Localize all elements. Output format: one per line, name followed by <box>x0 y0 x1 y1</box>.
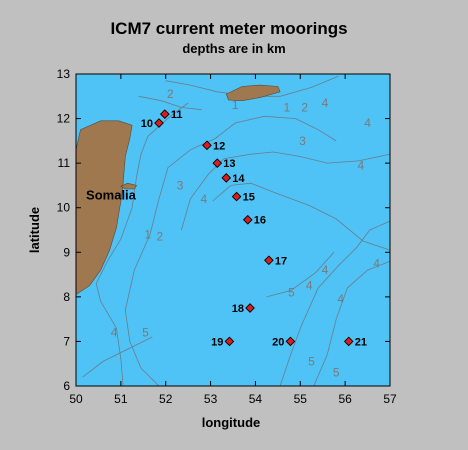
depth-label: 1 <box>144 227 151 241</box>
x-tick-label: 50 <box>69 392 83 406</box>
depth-label: 1 <box>232 98 239 112</box>
x-tick-label: 52 <box>159 392 173 406</box>
land-label-somalia: Somalia <box>86 188 137 203</box>
x-axis-label: longitude <box>202 415 261 430</box>
contour-line <box>279 220 391 387</box>
y-tick-label: 8 <box>63 290 70 304</box>
y-tick-label: 9 <box>63 245 70 259</box>
contour-line <box>266 252 335 298</box>
mooring-label: 17 <box>275 255 287 267</box>
land-socotra <box>225 84 281 102</box>
mooring-marker <box>285 336 296 347</box>
depth-label: 4 <box>322 96 329 110</box>
chart-subtitle: depths are in km <box>182 41 285 56</box>
mooring-marker <box>221 173 232 183</box>
mooring-label: 18 <box>232 303 244 315</box>
x-tick-label: 55 <box>294 392 308 406</box>
mooring-marker <box>242 214 253 225</box>
mooring-marker <box>231 191 242 202</box>
depth-label: 4 <box>373 256 380 270</box>
depth-label: 5 <box>288 285 295 299</box>
chart-title: ICM7 current meter moorings <box>110 19 347 38</box>
mooring-label: 14 <box>232 173 245 185</box>
mooring-label: 12 <box>213 140 225 152</box>
land-islet <box>120 182 138 190</box>
contour-line <box>138 95 202 111</box>
ocean-background <box>76 74 390 386</box>
mooring-marker <box>343 336 354 347</box>
mooring-marker <box>224 336 235 347</box>
mooring-label: 15 <box>243 192 255 204</box>
y-tick-label: 13 <box>57 67 71 81</box>
x-tick-label: 53 <box>204 392 218 406</box>
y-tick-label: 10 <box>57 201 71 215</box>
mooring-label: 19 <box>211 336 223 348</box>
y-tick-label: 11 <box>58 156 71 170</box>
depth-label: 1 <box>283 100 290 114</box>
depth-label: 4 <box>357 158 364 172</box>
mooring-label: 20 <box>272 336 284 348</box>
depth-label: 5 <box>142 326 149 340</box>
y-tick-label: 6 <box>63 379 70 393</box>
x-axis: 50 51 52 53 54 55 56 57 <box>69 74 397 406</box>
depth-label: 4 <box>111 326 118 340</box>
mooring-label: 10 <box>141 118 153 130</box>
x-tick-label: 54 <box>249 392 263 406</box>
depth-label: 4 <box>364 116 371 130</box>
mooring-label: 13 <box>223 158 235 170</box>
y-tick-label: 12 <box>57 112 71 126</box>
y-tick-label: 7 <box>63 334 70 348</box>
depth-label: 4 <box>337 292 344 306</box>
contour-line <box>95 102 189 387</box>
x-tick-label: 56 <box>338 392 352 406</box>
depth-label: 5 <box>333 366 340 380</box>
mooring-marker <box>264 255 274 266</box>
contour-line <box>124 115 337 387</box>
contour-line <box>313 260 391 387</box>
mooring-marker <box>245 303 255 313</box>
plot-frame <box>75 73 391 387</box>
depth-label: 3 <box>177 178 184 192</box>
mooring-label: 21 <box>355 336 367 348</box>
mooring-marker <box>202 140 212 151</box>
x-tick-label: 57 <box>383 392 397 406</box>
depth-label: 2 <box>167 87 174 101</box>
land-somalia <box>75 120 133 296</box>
depth-label: 2 <box>157 230 164 244</box>
y-axis-label: latitude <box>27 207 42 253</box>
x-tick-label: 51 <box>114 392 128 406</box>
contour-line <box>82 336 153 378</box>
mooring-marker <box>159 109 170 119</box>
depth-label: 3 <box>299 134 306 148</box>
mooring-label: 16 <box>254 215 266 227</box>
contour-line <box>181 151 391 231</box>
contour-line <box>212 182 391 251</box>
depth-label: 4 <box>200 192 207 206</box>
depth-label: 4 <box>322 263 329 277</box>
mooring-label: 11 <box>171 109 183 121</box>
depth-label: 5 <box>308 354 315 368</box>
depth-label: 2 <box>301 100 308 114</box>
mooring-marker <box>212 158 223 168</box>
depth-label: 4 <box>306 279 313 293</box>
mooring-marker <box>154 118 164 128</box>
